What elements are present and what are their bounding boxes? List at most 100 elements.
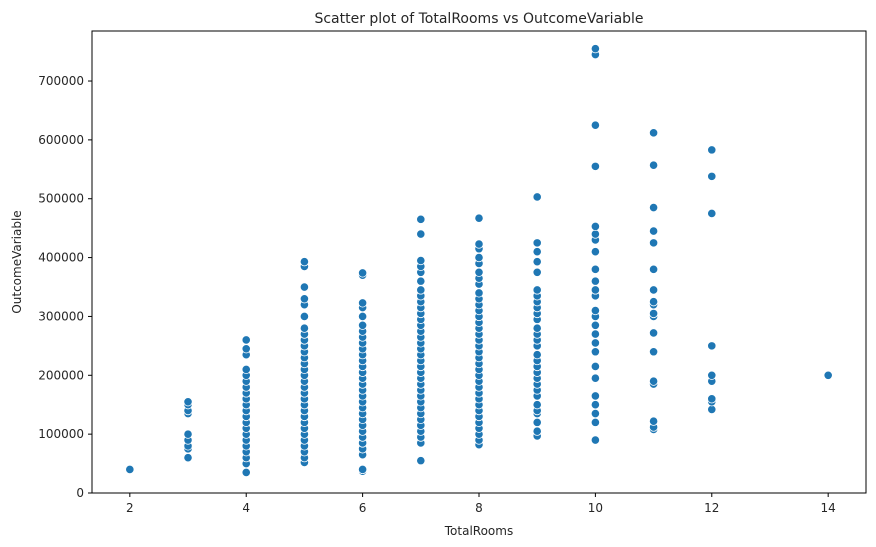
data-point	[532, 247, 542, 257]
data-points	[125, 44, 833, 478]
x-tick-label: 14	[821, 501, 836, 515]
plot-frame	[91, 30, 867, 494]
data-point	[707, 404, 717, 415]
data-point	[648, 308, 659, 319]
y-tick-label: 0	[76, 486, 84, 500]
data-point	[416, 229, 426, 239]
data-point	[648, 160, 659, 170]
data-point	[299, 282, 310, 292]
data-point	[241, 467, 251, 478]
data-point	[358, 268, 368, 278]
data-point	[707, 370, 717, 380]
data-point	[183, 397, 193, 407]
data-point	[241, 335, 251, 345]
data-point	[590, 400, 600, 410]
x-tick-label: 10	[588, 501, 603, 515]
data-point	[532, 267, 542, 277]
data-point	[299, 311, 310, 322]
data-point	[532, 323, 542, 333]
data-point	[532, 417, 542, 427]
data-point	[474, 252, 484, 263]
data-point	[648, 347, 659, 357]
data-point	[532, 238, 542, 248]
data-point	[707, 341, 717, 351]
x-tick-label: 2	[126, 501, 134, 515]
data-point	[358, 298, 368, 308]
data-point	[590, 276, 600, 286]
data-point	[241, 344, 251, 354]
y-tick-label: 600000	[38, 133, 84, 147]
data-point	[590, 161, 600, 171]
data-point	[590, 338, 600, 348]
data-point	[183, 429, 193, 439]
data-point	[532, 400, 542, 410]
data-point	[358, 320, 368, 330]
data-point	[590, 435, 600, 445]
data-point	[590, 285, 600, 295]
y-tick-label: 500000	[38, 192, 84, 206]
y-tick-label: 200000	[38, 368, 84, 382]
data-point	[590, 320, 600, 330]
data-point	[823, 370, 833, 380]
data-point	[648, 226, 659, 236]
data-point	[474, 288, 484, 298]
data-point	[590, 373, 600, 383]
data-point	[648, 376, 659, 386]
data-point	[590, 247, 600, 257]
y-tick-label: 300000	[38, 309, 84, 323]
chart-title: Scatter plot of TotalRooms vs OutcomeVar…	[314, 11, 643, 27]
data-point	[648, 328, 659, 338]
data-point	[648, 416, 659, 426]
data-point	[590, 361, 600, 372]
data-point	[648, 297, 659, 307]
data-point	[648, 238, 659, 248]
data-point	[358, 311, 368, 322]
data-point	[590, 221, 600, 231]
data-point	[416, 255, 426, 266]
data-point	[707, 394, 717, 404]
y-axis-label: OutcomeVariable	[10, 210, 24, 313]
data-point	[590, 408, 600, 419]
y-axis-ticks: 0 100000 200000 300000 400000 500000 600000 700…	[38, 74, 92, 500]
data-point	[532, 192, 542, 202]
data-point	[474, 213, 484, 223]
data-point	[707, 145, 717, 155]
data-point	[532, 257, 542, 267]
data-point	[648, 264, 659, 274]
data-point	[590, 417, 600, 427]
data-point	[590, 229, 600, 239]
data-point	[416, 276, 426, 286]
data-point	[299, 294, 310, 304]
x-tick-label: 12	[704, 501, 719, 515]
data-point	[648, 202, 659, 213]
x-axis-label: TotalRooms	[444, 524, 513, 538]
data-point	[590, 44, 600, 54]
data-point	[590, 264, 600, 274]
data-point	[590, 329, 600, 339]
data-point	[707, 208, 717, 219]
data-point	[590, 120, 600, 130]
y-tick-label: 400000	[38, 251, 84, 265]
data-point	[590, 391, 600, 401]
x-tick-label: 8	[475, 501, 483, 515]
data-point	[532, 350, 542, 360]
x-axis-ticks: 2 4 6 8 10 12 14	[126, 493, 836, 515]
y-tick-label: 700000	[38, 74, 84, 88]
data-point	[590, 347, 600, 357]
data-point	[416, 456, 426, 466]
y-tick-label: 100000	[38, 427, 84, 441]
data-point	[299, 323, 310, 333]
data-point	[648, 285, 659, 295]
data-point	[358, 464, 368, 475]
x-tick-label: 6	[359, 501, 367, 515]
data-point	[474, 239, 484, 249]
data-point	[241, 364, 251, 375]
data-point	[474, 267, 484, 277]
data-point	[299, 257, 310, 267]
data-point	[532, 285, 542, 295]
data-point	[416, 285, 426, 295]
data-point	[416, 214, 426, 224]
data-point	[648, 128, 659, 138]
data-point	[125, 464, 135, 475]
